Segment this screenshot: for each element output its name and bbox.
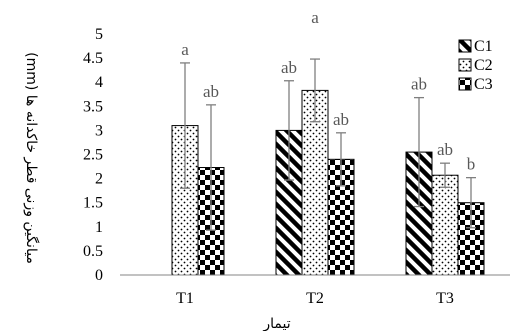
y-tick-label: 0: [95, 267, 103, 284]
y-axis-ticks: 0 0.5 1 1.5 2 2.5 3 3.5 4 4.5 5: [83, 26, 103, 284]
legend-label-c2: C2: [474, 57, 493, 74]
y-tick-label: 3: [95, 122, 103, 139]
legend: C1 C2 C3: [458, 38, 493, 93]
y-tick-label: 3.5: [83, 98, 103, 115]
x-axis-ticks: T1 T2 T3: [176, 290, 454, 307]
y-tick-label: 4: [95, 74, 103, 91]
legend-swatch-c2: [458, 58, 472, 72]
y-tick-label: 4.5: [83, 50, 103, 67]
significance-label: b: [467, 155, 476, 174]
significance-label: ab: [333, 110, 349, 129]
legend-label-c3: C3: [474, 76, 493, 93]
y-axis-title: میانگین وزنی قطر خاکدانه ها (mm): [23, 52, 40, 264]
significance-label: ab: [411, 75, 427, 94]
y-tick-label: 0.5: [83, 243, 103, 260]
significance-label: a: [311, 8, 319, 27]
x-tick-label: T1: [176, 290, 194, 307]
significance-label: ab: [203, 82, 219, 101]
legend-swatch-c3: [458, 77, 472, 91]
significance-label: ab: [437, 140, 453, 159]
x-axis-title: تیمار: [262, 316, 290, 331]
significance-label: ab: [281, 58, 297, 77]
x-tick-label: T2: [306, 290, 324, 307]
legend-label-c1: C1: [474, 38, 493, 55]
legend-swatch-c1: [458, 39, 472, 53]
bars: [171, 89, 485, 276]
x-tick-label: T3: [436, 290, 454, 307]
bar-c2-t3: [431, 174, 459, 276]
significance-label: a: [181, 40, 189, 59]
y-tick-label: 1.5: [83, 195, 103, 212]
y-tick-label: 5: [95, 26, 103, 43]
error-bars: [180, 58, 476, 231]
y-tick-label: 1: [95, 219, 103, 236]
y-tick-label: 2: [95, 171, 103, 188]
y-tick-label: 2.5: [83, 147, 103, 164]
